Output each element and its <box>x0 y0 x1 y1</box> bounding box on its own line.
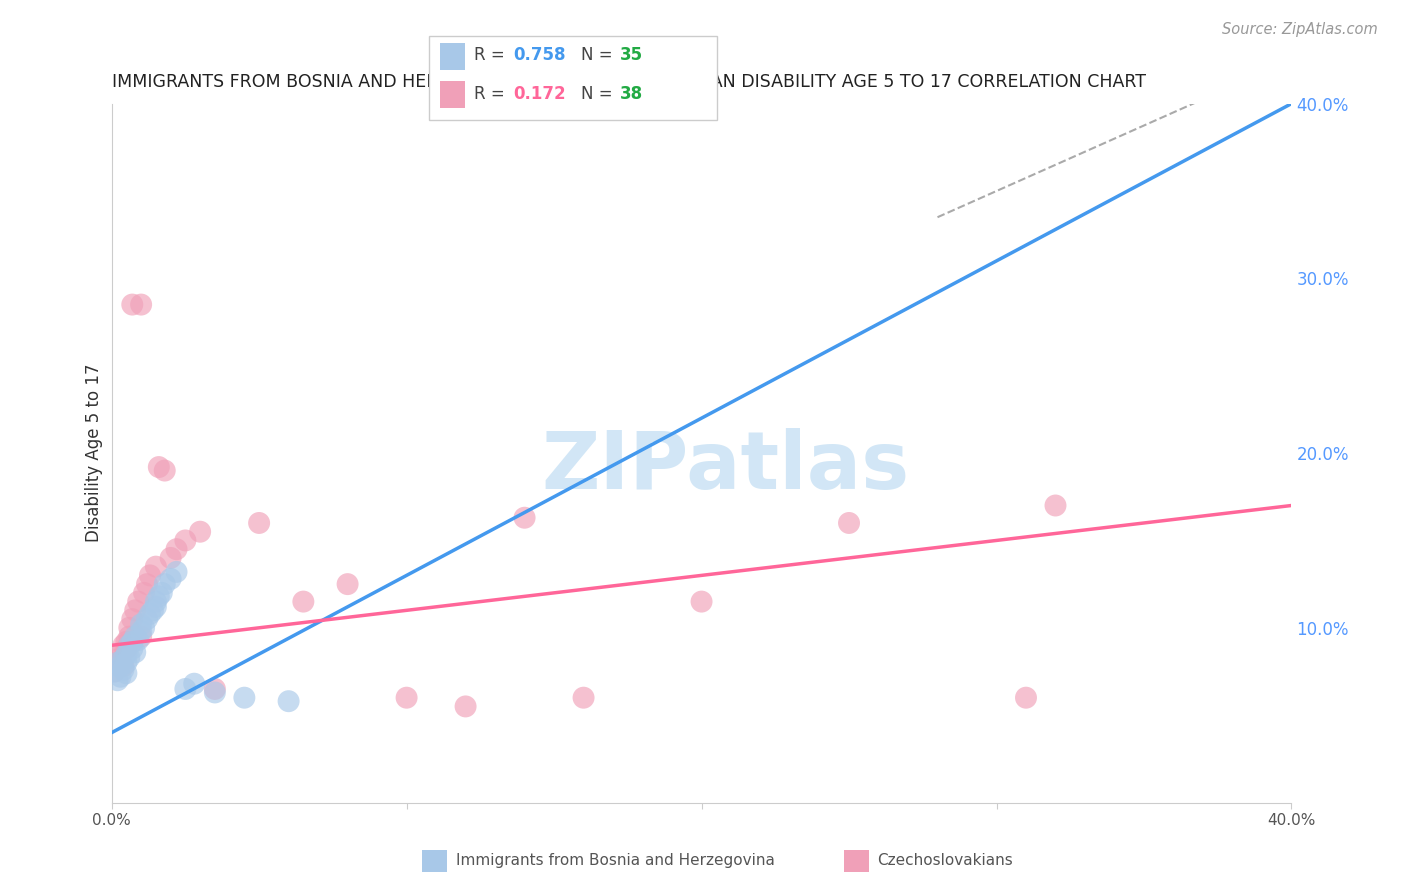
Point <box>103 665 125 679</box>
Point <box>174 533 197 548</box>
Text: Czechoslovakians: Czechoslovakians <box>877 854 1014 868</box>
Point <box>166 565 188 579</box>
Point <box>115 641 138 656</box>
Point <box>129 617 152 632</box>
Point <box>142 603 165 617</box>
Point <box>110 647 132 661</box>
Text: 38: 38 <box>620 85 643 103</box>
Text: R =: R = <box>474 85 510 103</box>
Point <box>118 621 141 635</box>
Point <box>159 550 181 565</box>
Text: Source: ZipAtlas.com: Source: ZipAtlas.com <box>1222 22 1378 37</box>
Point <box>336 577 359 591</box>
Point <box>129 630 152 644</box>
Point <box>145 559 167 574</box>
Point <box>277 694 299 708</box>
Point <box>115 647 138 661</box>
Point <box>121 634 143 648</box>
Point <box>136 612 159 626</box>
Point <box>204 685 226 699</box>
Text: N =: N = <box>581 85 617 103</box>
Point <box>118 650 141 665</box>
Point <box>115 666 138 681</box>
Point <box>107 652 129 666</box>
Point <box>110 670 132 684</box>
Point <box>110 659 132 673</box>
Point <box>838 516 860 530</box>
Text: N =: N = <box>581 46 617 64</box>
Point <box>112 652 135 666</box>
Point <box>1015 690 1038 705</box>
Point <box>139 607 162 621</box>
Point <box>150 586 173 600</box>
Point <box>112 663 135 677</box>
Point <box>247 516 270 530</box>
Point <box>166 542 188 557</box>
Point <box>107 656 129 670</box>
Point <box>118 638 141 652</box>
Point <box>127 594 149 608</box>
Point <box>121 612 143 626</box>
Point <box>513 510 536 524</box>
Point <box>124 603 146 617</box>
Point <box>136 577 159 591</box>
Point <box>690 594 713 608</box>
Point <box>159 572 181 586</box>
Text: R =: R = <box>474 46 510 64</box>
Point <box>233 690 256 705</box>
Point <box>121 641 143 656</box>
Point <box>129 624 152 639</box>
Text: 0.758: 0.758 <box>513 46 565 64</box>
Point <box>188 524 211 539</box>
Point <box>112 638 135 652</box>
Point <box>204 681 226 696</box>
Point <box>132 586 155 600</box>
Point <box>107 673 129 688</box>
Point <box>124 645 146 659</box>
Point <box>153 577 176 591</box>
Point <box>145 599 167 614</box>
Point <box>148 590 170 604</box>
Point <box>174 681 197 696</box>
Point <box>454 699 477 714</box>
Point <box>395 690 418 705</box>
Point <box>118 630 141 644</box>
Point <box>1045 499 1067 513</box>
Y-axis label: Disability Age 5 to 17: Disability Age 5 to 17 <box>86 364 103 542</box>
Point <box>115 656 138 670</box>
Point <box>115 634 138 648</box>
Point <box>292 594 315 608</box>
Point <box>127 633 149 648</box>
Point <box>183 676 205 690</box>
Point <box>139 568 162 582</box>
Point <box>103 665 125 679</box>
Point <box>112 659 135 673</box>
Point <box>121 297 143 311</box>
Point <box>107 656 129 670</box>
Point <box>132 621 155 635</box>
Point <box>153 464 176 478</box>
Text: IMMIGRANTS FROM BOSNIA AND HERZEGOVINA VS CZECHOSLOVAKIAN DISABILITY AGE 5 TO 17: IMMIGRANTS FROM BOSNIA AND HERZEGOVINA V… <box>111 73 1146 91</box>
Text: 35: 35 <box>620 46 643 64</box>
Point <box>148 460 170 475</box>
Text: ZIPatlas: ZIPatlas <box>541 428 910 506</box>
Point <box>129 297 152 311</box>
Point <box>145 594 167 608</box>
Text: Immigrants from Bosnia and Herzegovina: Immigrants from Bosnia and Herzegovina <box>456 854 775 868</box>
Point <box>572 690 595 705</box>
Point <box>124 630 146 644</box>
Text: 0.172: 0.172 <box>513 85 565 103</box>
